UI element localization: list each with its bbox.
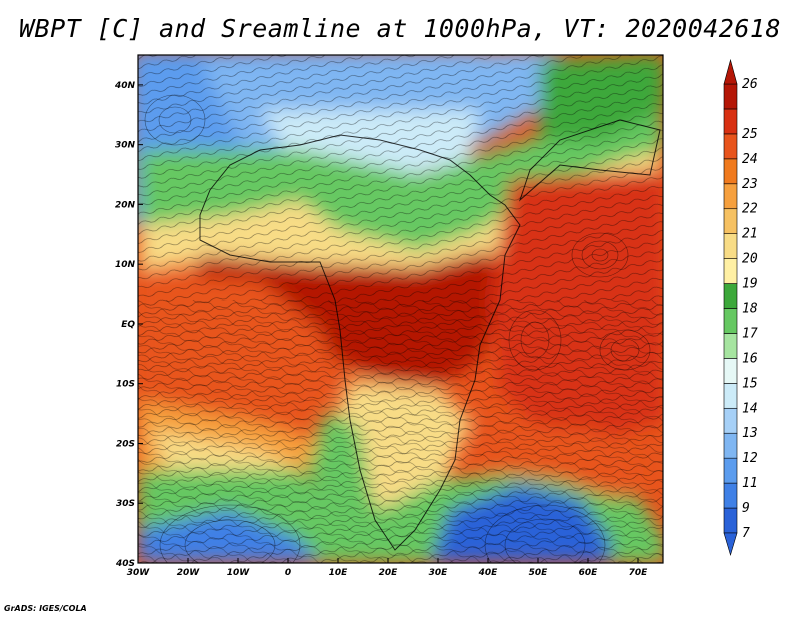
circulation-eddies xyxy=(144,94,651,563)
map-field xyxy=(138,55,663,563)
colorbar-min-arrow xyxy=(723,532,738,557)
colorbar-swatch xyxy=(723,407,738,434)
colorbar-label: 17 xyxy=(742,326,758,341)
lat-tick-label: 30N xyxy=(115,141,136,151)
lat-tick-label: EQ xyxy=(121,320,135,330)
map-frame xyxy=(137,54,664,564)
colorbar-swatch xyxy=(723,383,738,409)
lon-tick-label: 60E xyxy=(579,568,599,578)
lat-tick-label: 10S xyxy=(116,380,135,390)
colorbar-swatch xyxy=(723,457,738,484)
colorbar-label: 7 xyxy=(742,526,750,541)
colorbar-swatch xyxy=(723,283,738,309)
colorbar-swatch xyxy=(723,308,738,334)
colorbar-label: 23 xyxy=(742,177,758,192)
colorbar: 7 9 11 12 13 14 15 16 17 18 19 20 21 22 23 24 25 26 xyxy=(723,58,758,557)
longitude-axis: 30W 20W 10W 0 10E 20E 30E 40E 50E 60E 70E xyxy=(127,558,648,578)
colorbar-swatch xyxy=(723,432,738,459)
streamlines-layer-south xyxy=(138,300,663,563)
colorbar-label: 21 xyxy=(742,227,758,242)
colorbar-swatch xyxy=(723,333,738,359)
colorbar-swatch xyxy=(723,183,738,210)
colorbar-label: 18 xyxy=(742,302,758,317)
colorbar-label: 13 xyxy=(742,426,758,441)
colorbar-label: 25 xyxy=(742,127,758,142)
colorbar-label: 11 xyxy=(742,476,758,491)
latitude-axis: 40N 30N 20N 10N EQ 10S 20S 30S 40S xyxy=(114,81,143,569)
lon-tick-label: 50E xyxy=(529,568,549,578)
lat-tick-label: 30S xyxy=(116,499,135,509)
colorbar-label: 14 xyxy=(742,401,758,416)
colorbar-swatch xyxy=(723,133,738,160)
lat-tick-label: 40N xyxy=(114,81,136,91)
lon-tick-label: 20E xyxy=(379,568,399,578)
lon-tick-label: 30E xyxy=(429,568,449,578)
lat-tick-label: 10N xyxy=(115,260,136,270)
colorbar-label: 12 xyxy=(742,451,758,466)
lon-tick-label: 40E xyxy=(478,568,499,578)
coastline xyxy=(199,119,661,551)
colorbar-swatch xyxy=(723,258,738,284)
colorbar-label: 16 xyxy=(742,351,758,366)
lon-tick-label: 70E xyxy=(629,568,649,578)
colorbar-label: 24 xyxy=(742,152,758,167)
grads-credit: GrADS: IGES/COLA xyxy=(4,604,87,613)
colorbar-swatch xyxy=(723,507,738,534)
colorbar-label: 22 xyxy=(742,202,758,217)
colorbar-label: 9 xyxy=(742,501,750,516)
chart-title: WBPT [C] and Sreamline at 1000hPa, VT: 2… xyxy=(18,14,781,43)
colorbar-label: 15 xyxy=(742,376,758,391)
colorbar-swatch xyxy=(723,482,738,509)
lat-tick-label: 40S xyxy=(115,559,135,569)
lon-tick-label: 10E xyxy=(329,568,349,578)
lon-tick-label: 20W xyxy=(177,568,201,578)
lat-tick-label: 20N xyxy=(115,200,136,210)
colorbar-swatch xyxy=(723,208,738,234)
colorbar-swatch xyxy=(723,108,738,135)
lon-tick-label: 30W xyxy=(127,568,151,578)
colorbar-swatch xyxy=(723,158,738,185)
colorbar-swatch xyxy=(723,358,738,384)
colorbar-label: 19 xyxy=(742,277,758,292)
lon-tick-label: 0 xyxy=(285,568,291,578)
colorbar-label: 26 xyxy=(742,77,758,92)
lon-tick-label: 10W xyxy=(227,568,251,578)
colorbar-swatch xyxy=(723,233,738,259)
colorbar-max-arrow xyxy=(723,58,738,85)
colorbar-label: 20 xyxy=(742,252,758,267)
colorbar-swatch xyxy=(723,83,738,110)
lat-tick-label: 20S xyxy=(116,439,135,449)
